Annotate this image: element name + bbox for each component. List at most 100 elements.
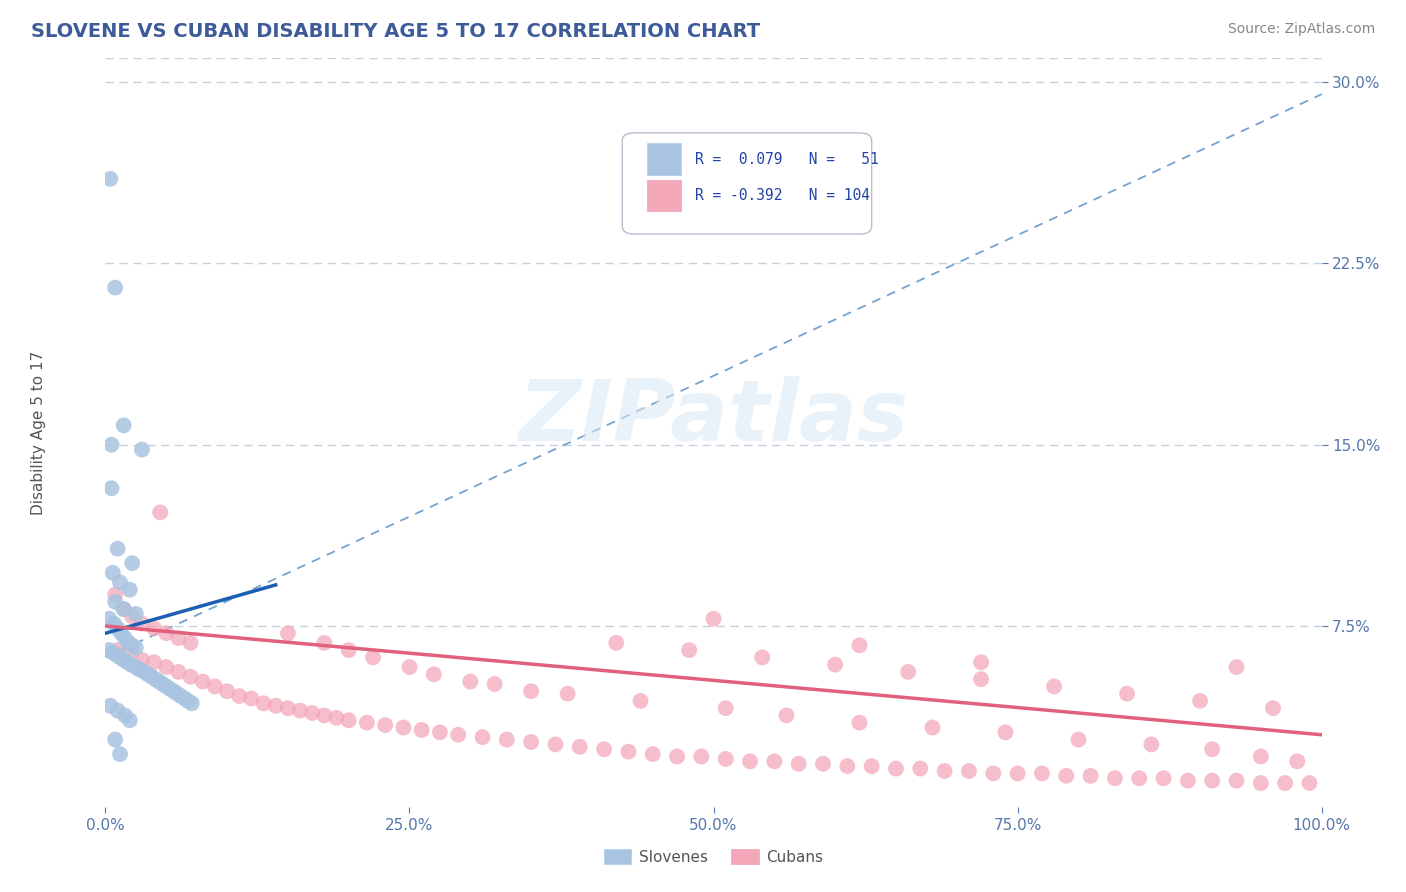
Point [423, 667, 446, 681]
Point [544, 738, 567, 752]
Point [148, 674, 170, 689]
Text: SLOVENE VS CUBAN DISABILITY AGE 5 TO 17 CORRELATION CHART: SLOVENE VS CUBAN DISABILITY AGE 5 TO 17 … [31, 22, 761, 41]
Point [738, 755, 761, 769]
Point [131, 653, 153, 667]
Point [101, 646, 124, 660]
Point [98, 171, 121, 186]
Point [811, 756, 834, 771]
Point [159, 681, 181, 696]
Point [763, 755, 786, 769]
Point [714, 752, 737, 766]
Point [860, 759, 883, 773]
Point [897, 665, 920, 679]
Point [117, 655, 139, 669]
Point [884, 762, 907, 776]
Text: R = -0.392   N = 104: R = -0.392 N = 104 [696, 188, 870, 202]
Point [112, 602, 135, 616]
Point [957, 764, 980, 778]
Point [605, 636, 627, 650]
Point [143, 672, 166, 686]
Point [392, 721, 415, 735]
Point [104, 732, 127, 747]
Point [994, 725, 1017, 739]
Point [1201, 773, 1223, 788]
Point [1250, 776, 1272, 790]
Point [702, 612, 725, 626]
Point [848, 715, 870, 730]
FancyBboxPatch shape [647, 179, 681, 211]
Point [107, 541, 129, 556]
Point [1201, 742, 1223, 756]
Point [314, 708, 336, 723]
Point [155, 680, 177, 694]
Point [1225, 660, 1247, 674]
Point [107, 704, 129, 718]
Point [162, 684, 184, 698]
Point [264, 698, 287, 713]
Point [981, 766, 1004, 780]
Point [107, 643, 129, 657]
Point [568, 739, 591, 754]
Point [118, 648, 141, 662]
Point [108, 747, 131, 761]
Point [1031, 766, 1053, 780]
Point [98, 612, 121, 626]
Text: R =  0.079   N =   51: R = 0.079 N = 51 [696, 152, 879, 167]
Point [970, 655, 993, 669]
Point [173, 691, 195, 706]
Point [1153, 771, 1175, 785]
Point [114, 631, 136, 645]
Point [107, 621, 129, 635]
Point [117, 636, 139, 650]
Point [167, 665, 190, 679]
Point [325, 711, 347, 725]
Point [361, 650, 384, 665]
Point [458, 674, 481, 689]
Point [143, 621, 166, 635]
Point [191, 674, 214, 689]
Point [120, 657, 142, 672]
Point [155, 660, 177, 674]
Point [118, 582, 141, 597]
Point [678, 643, 700, 657]
Point [1054, 769, 1077, 783]
Point [277, 701, 299, 715]
Point [131, 616, 153, 631]
Point [112, 602, 135, 616]
Point [112, 418, 135, 433]
Point [837, 759, 859, 773]
Point [593, 742, 616, 756]
Point [1298, 776, 1320, 790]
Point [1140, 738, 1163, 752]
Point [125, 640, 148, 655]
Point [125, 660, 148, 674]
Text: Source: ZipAtlas.com: Source: ZipAtlas.com [1227, 22, 1375, 37]
Point [152, 677, 174, 691]
Point [1274, 776, 1296, 790]
Point [103, 616, 125, 631]
Point [128, 663, 150, 677]
Point [180, 636, 202, 650]
Point [690, 749, 713, 764]
Point [1128, 771, 1150, 785]
Point [484, 677, 506, 691]
Point [617, 745, 640, 759]
Point [149, 505, 172, 519]
Point [108, 575, 131, 590]
Point [848, 638, 870, 652]
Point [121, 609, 143, 624]
Point [217, 684, 239, 698]
Point [125, 607, 148, 621]
Point [180, 670, 202, 684]
Point [1189, 694, 1212, 708]
Point [167, 631, 190, 645]
Point [134, 665, 156, 679]
Point [104, 588, 127, 602]
Point [666, 749, 689, 764]
Point [166, 687, 188, 701]
Point [1116, 687, 1139, 701]
Point [934, 764, 956, 778]
Point [277, 626, 299, 640]
Point [1250, 749, 1272, 764]
Point [104, 280, 127, 294]
